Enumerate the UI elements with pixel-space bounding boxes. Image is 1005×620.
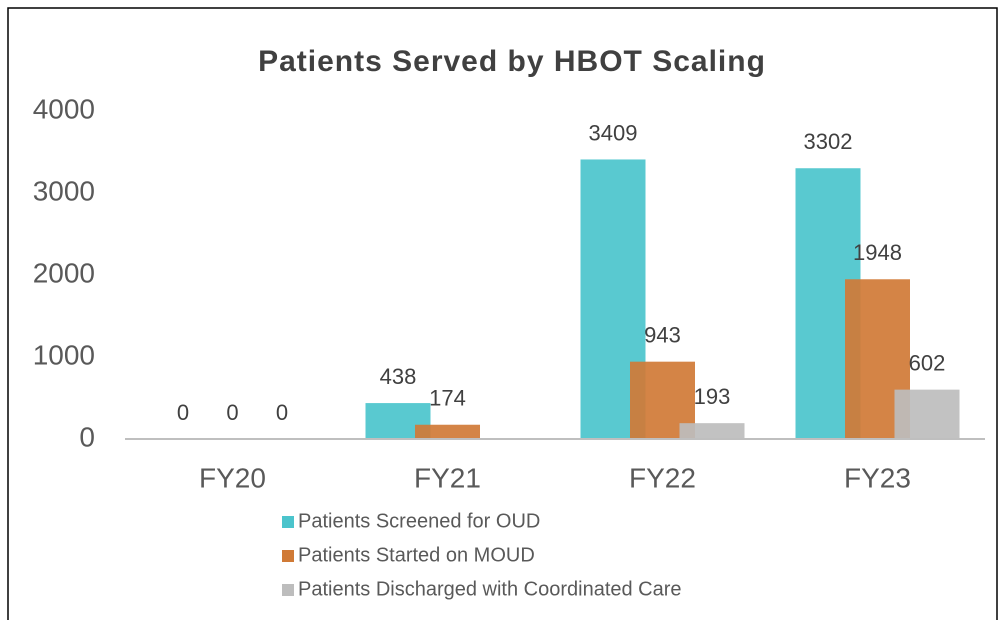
x-tick-label: FY21 — [414, 462, 481, 493]
legend-swatch — [282, 550, 294, 562]
y-tick-label: 1000 — [33, 339, 95, 370]
data-label: 1948 — [853, 240, 902, 265]
y-tick-label: 2000 — [33, 257, 95, 288]
x-tick-label: FY22 — [629, 462, 696, 493]
bar — [679, 423, 745, 439]
data-label: 193 — [694, 384, 731, 409]
data-label: 174 — [429, 386, 466, 411]
legend-label: Patients Started on MOUD — [298, 544, 535, 566]
y-tick-label: 3000 — [33, 175, 95, 206]
data-label: 602 — [909, 350, 946, 375]
data-label: 0 — [276, 400, 288, 425]
data-label: 3302 — [804, 129, 853, 154]
data-label: 0 — [226, 400, 238, 425]
x-tick-label: FY23 — [844, 462, 911, 493]
data-label: 438 — [380, 364, 417, 389]
legend-label: Patients Screened for OUD — [298, 510, 540, 532]
chart-title: Patients Served by HBOT Scaling — [258, 45, 766, 78]
bar — [415, 424, 480, 439]
y-tick-label: 4000 — [33, 93, 95, 124]
chart-border — [7, 7, 998, 620]
data-label: 0 — [177, 400, 189, 425]
legend-label: Patients Discharged with Coordinated Car… — [298, 578, 682, 600]
x-tick-label: FY20 — [199, 462, 266, 493]
bar — [894, 389, 960, 439]
data-label: 943 — [644, 322, 681, 347]
legend-swatch — [282, 584, 294, 596]
data-label: 3409 — [589, 120, 638, 145]
legend-swatch — [282, 516, 294, 528]
y-tick-label: 0 — [79, 421, 95, 452]
